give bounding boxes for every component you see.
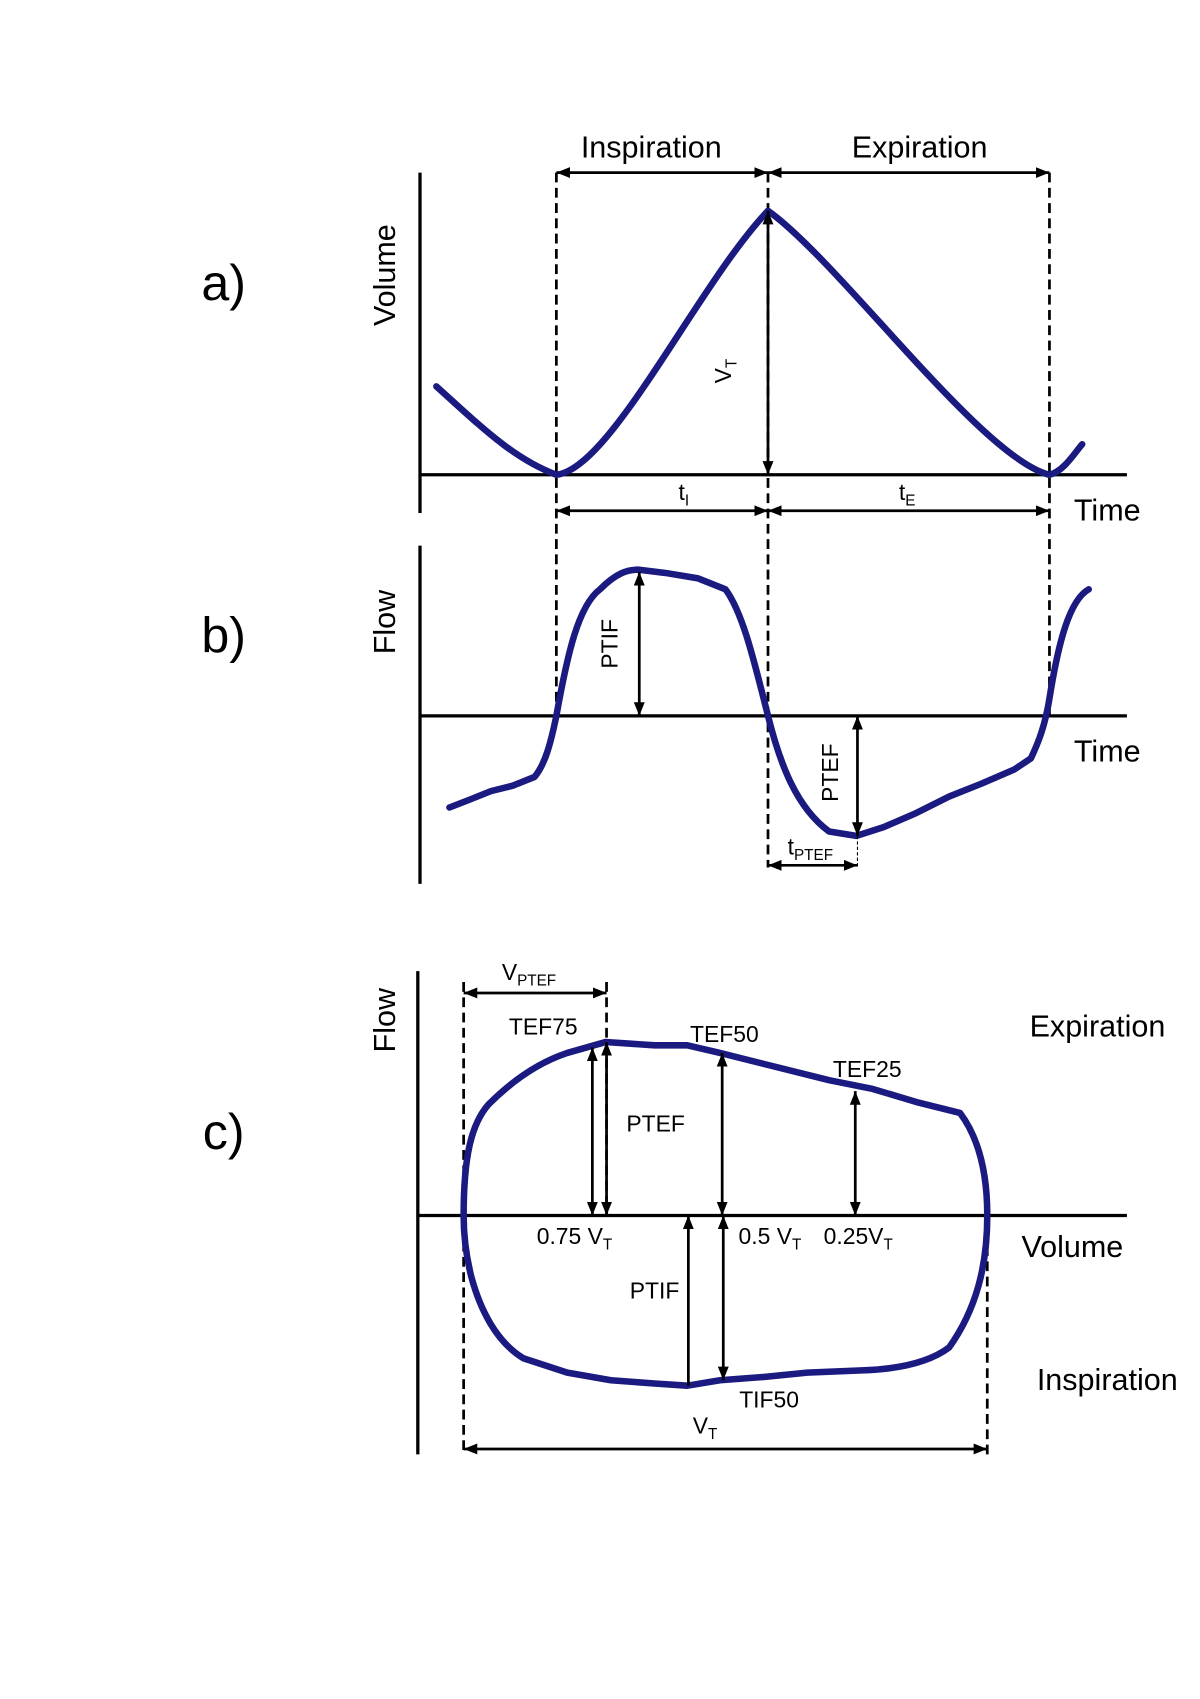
panel-label: c) <box>203 1104 245 1160</box>
annotation: 0.75 VT <box>537 1223 613 1253</box>
annotation: VT <box>710 359 740 384</box>
annotation: TIF50 <box>739 1387 799 1413</box>
annotation: tPTEF <box>788 833 833 863</box>
x-axis-label: Volume <box>1021 1230 1123 1264</box>
annotation: tE <box>899 479 916 509</box>
annotation: VT <box>693 1413 718 1443</box>
signal-curve <box>446 566 1092 840</box>
region-label: Expiration <box>1030 1010 1166 1044</box>
signal-curve <box>460 1038 991 1389</box>
panel-label: a) <box>201 255 246 311</box>
annotation: 0.25VT <box>824 1223 893 1253</box>
annotation: TEF50 <box>690 1021 759 1047</box>
signal-curve <box>433 207 1086 479</box>
region-label: Inspiration <box>1037 1363 1178 1397</box>
annotation: VPTEF <box>502 959 556 989</box>
annotation: PTEF <box>817 743 843 802</box>
phase-label: Expiration <box>852 130 988 164</box>
annotation: TEF25 <box>833 1056 902 1082</box>
y-axis-label: Flow <box>368 589 402 654</box>
phase-label: Inspiration <box>581 130 722 164</box>
annotation: 0.5 VT <box>739 1223 802 1253</box>
y-axis-label: Volume <box>368 224 402 326</box>
panel-label: b) <box>201 608 246 664</box>
annotation: PTIF <box>630 1277 680 1303</box>
annotation: PTIF <box>596 619 622 669</box>
annotation: tI <box>679 479 690 509</box>
x-axis-label: Time <box>1074 494 1141 528</box>
x-axis-label: Time <box>1074 735 1141 769</box>
y-axis-label: Flow <box>368 987 402 1052</box>
annotation: TEF75 <box>509 1013 578 1039</box>
annotation: PTEF <box>626 1110 685 1136</box>
